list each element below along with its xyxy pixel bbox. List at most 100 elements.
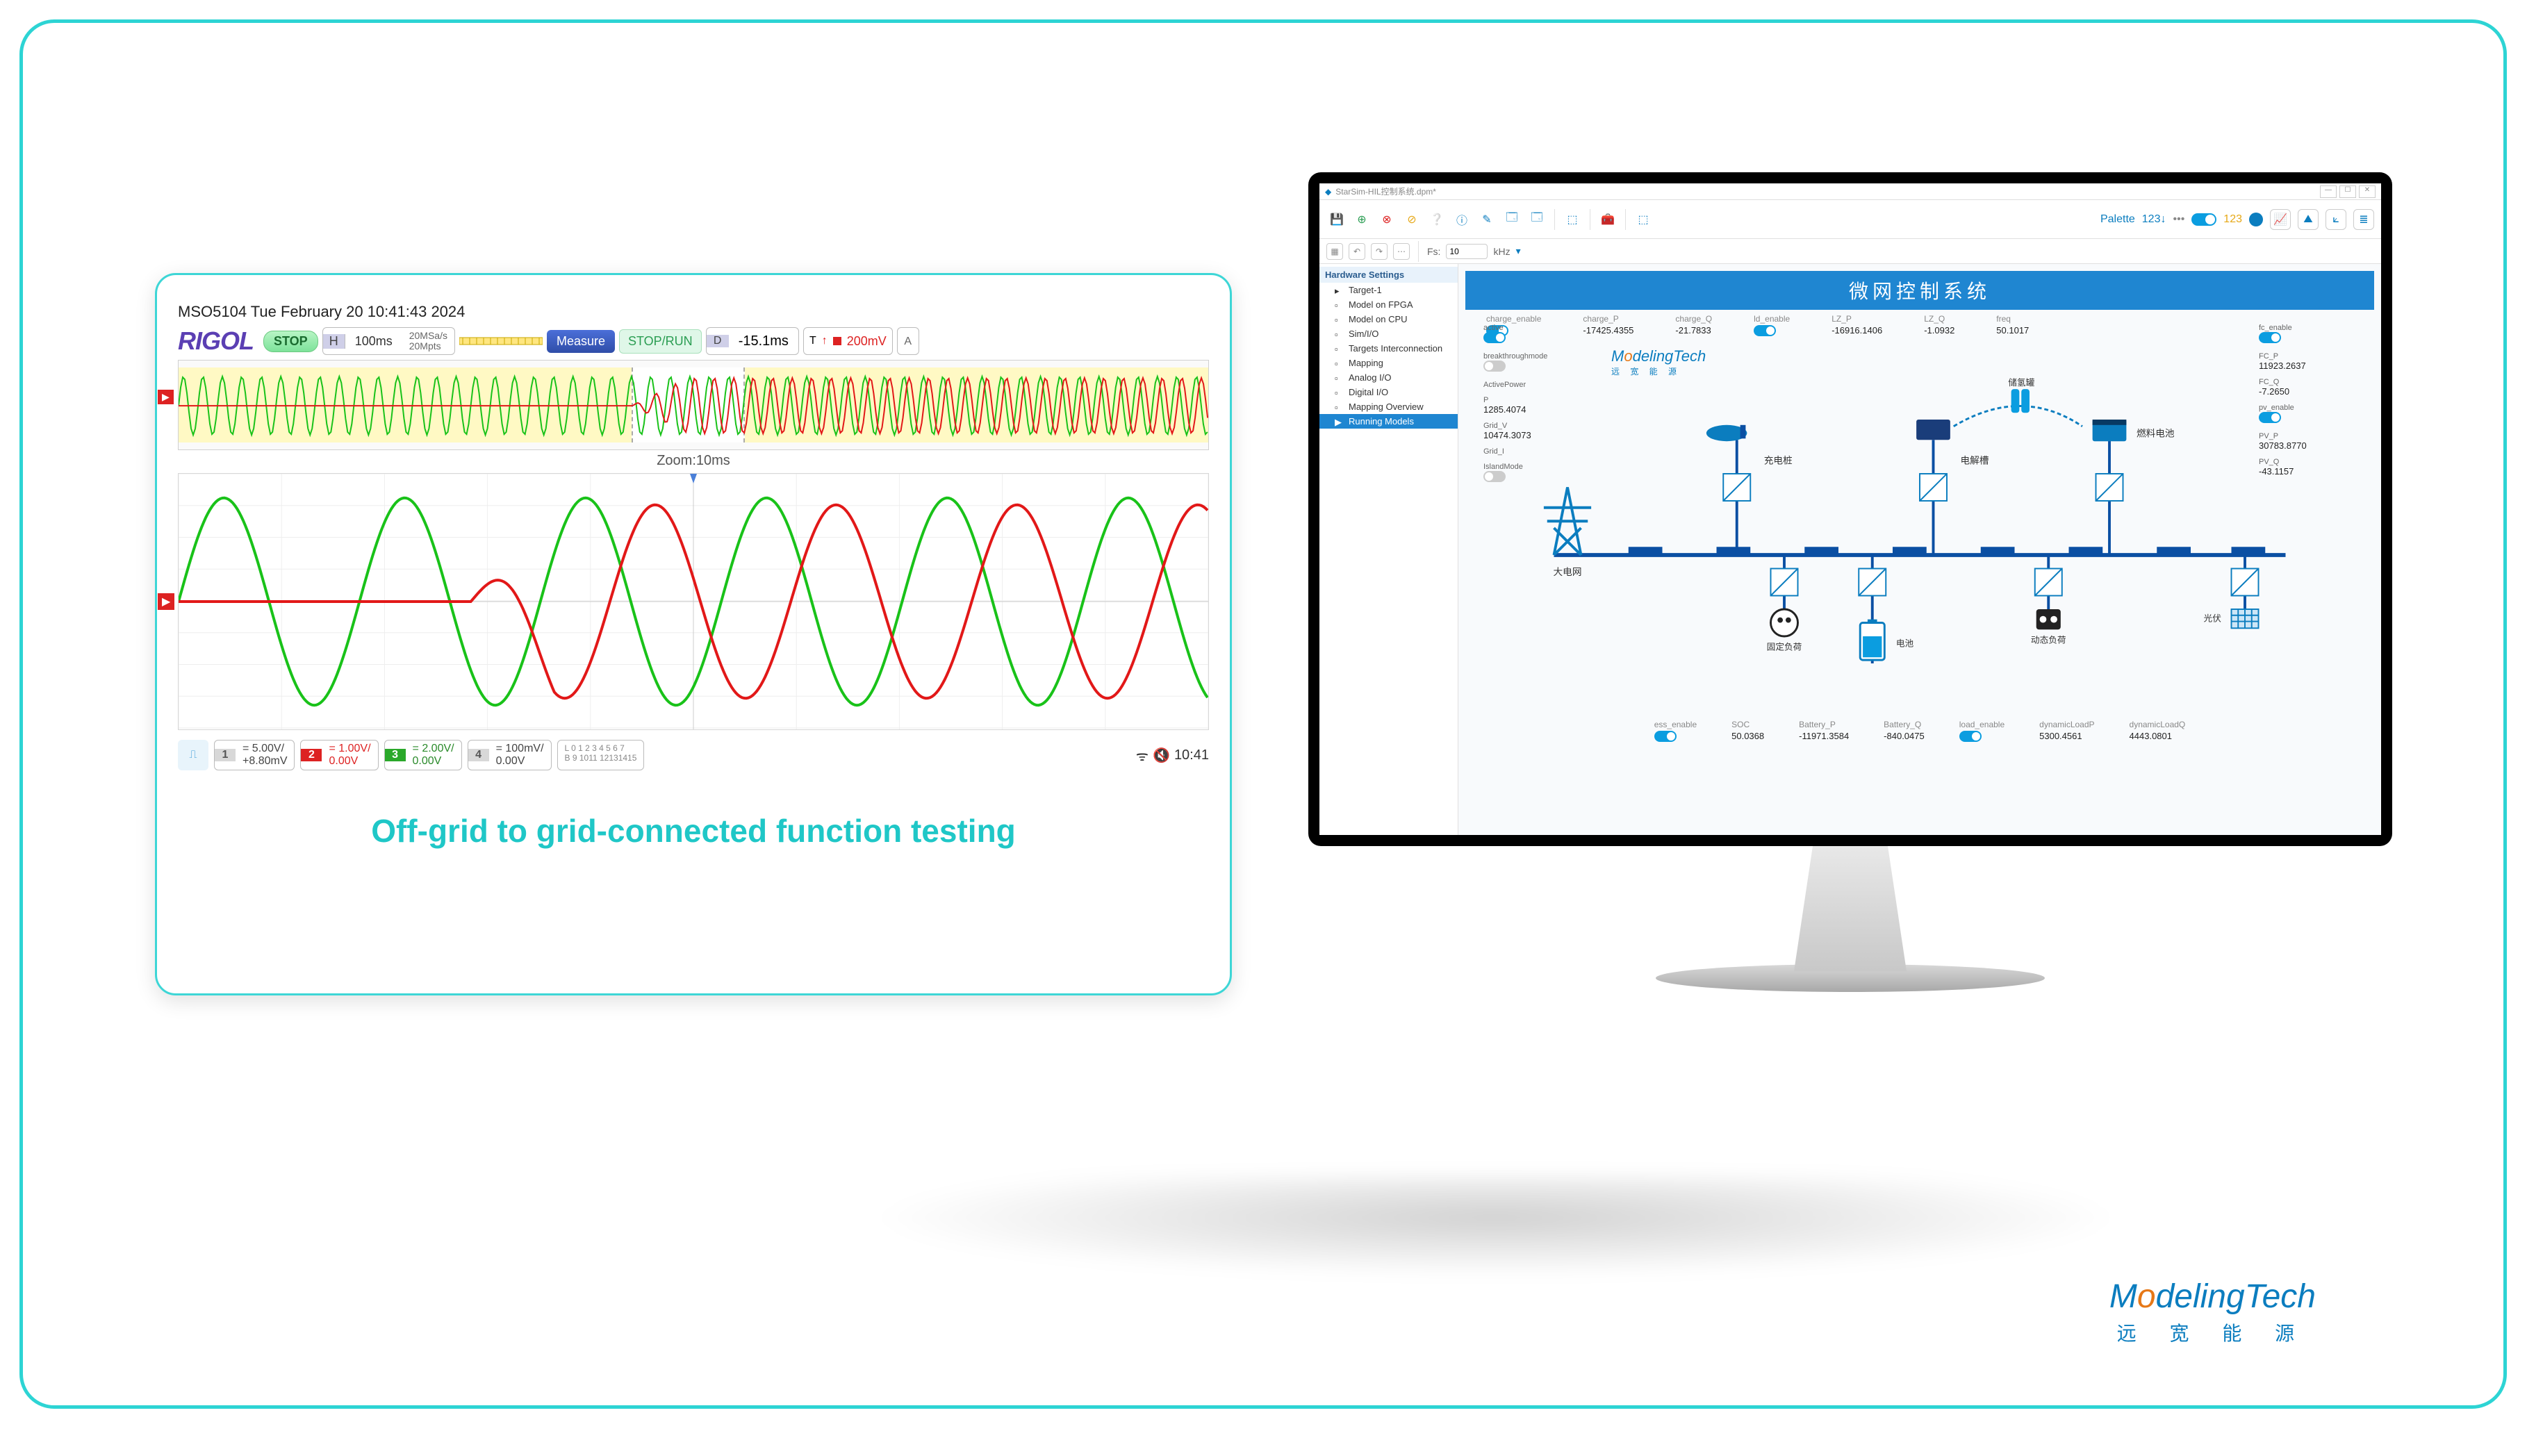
toggle-active[interactable]	[1483, 332, 1506, 343]
app-body: Hardware Settings ▸Target-1▫Model on FPG…	[1319, 264, 2381, 835]
ch3-box[interactable]: 3= 2.00V/0.00V	[384, 740, 462, 770]
top-param-4: LZ_P-16916.1406	[1832, 314, 1882, 336]
measure-button[interactable]: Measure	[547, 330, 615, 353]
sidebar-item-7[interactable]: ▫Digital I/O	[1319, 385, 1458, 399]
chart-bar-icon[interactable]: ≣	[2353, 209, 2374, 230]
palette-count1: 123↓	[2142, 213, 2166, 226]
sidebar-item-1[interactable]: ▫Model on FPGA	[1319, 297, 1458, 312]
top-param-6: freq50.1017	[1996, 314, 2029, 336]
trigger-level: 200mV	[847, 334, 887, 349]
close-button[interactable]: ✕	[2359, 185, 2376, 198]
misc-icon[interactable]: ⋯	[1393, 243, 1410, 260]
toggle-ld_enable[interactable]	[1754, 325, 1776, 336]
fs-unit: kHz	[1493, 246, 1510, 257]
main-waveform-area[interactable]: ▶	[178, 473, 1209, 730]
canvas-area[interactable]: 微网控制系统 charge_enablecharge_P-17425.4355c…	[1458, 264, 2381, 835]
d-value: -15.1ms	[729, 333, 798, 349]
window1-icon[interactable]: 🗔	[1501, 209, 1522, 230]
grid-icon[interactable]: ▦	[1326, 243, 1343, 260]
channel-row: ⎍ 1= 5.00V/+8.80mV 2= 1.00V/0.00V 3= 2.0…	[178, 740, 1209, 770]
zoom-label: Zoom:10ms	[178, 453, 1209, 469]
toolbox-icon[interactable]: 🧰	[1597, 209, 1618, 230]
edit-icon[interactable]: ✎	[1476, 209, 1497, 230]
sidebar-item-9[interactable]: ▶Running Models	[1319, 414, 1458, 429]
stoprun-button[interactable]: STOP/RUN	[619, 329, 702, 354]
color-dot-icon[interactable]	[2249, 213, 2263, 226]
sample-rate: 20MSa/s20Mpts	[402, 331, 454, 352]
sub-toolbar: ▦ ↶ ↷ ⋯ Fs: kHz ▾	[1319, 239, 2381, 264]
scope-caption: Off-grid to grid-connected function test…	[178, 812, 1209, 850]
delay-box[interactable]: D -15.1ms	[706, 327, 799, 355]
node-pv-label: 光伏	[2204, 614, 2222, 624]
ch2-marker-icon: ▶	[158, 593, 174, 610]
info-icon[interactable]: ⓘ	[1451, 209, 1472, 230]
warn-icon[interactable]: ⊘	[1401, 209, 1422, 230]
layout-icon[interactable]: ⬚	[1562, 209, 1583, 230]
undo-icon[interactable]: ↶	[1349, 243, 1365, 260]
clock: ᯤ🔇10:41	[1136, 746, 1209, 765]
redo-icon[interactable]: ↷	[1371, 243, 1388, 260]
sidebar-item-8[interactable]: ▫Mapping Overview	[1319, 399, 1458, 414]
fs-label: Fs:	[1427, 246, 1440, 257]
main-waveform-svg	[179, 474, 1208, 729]
bottom-param-0: ess_enable	[1654, 720, 1697, 742]
node-fixedload-label: 固定负荷	[1767, 643, 1802, 652]
bottom-param-4: load_enable	[1959, 720, 2005, 742]
main-toolbar: 💾 ⊕ ⊗ ⊘ ❔ ⓘ ✎ 🗔 🗔 ⬚ 🧰 ⬚ Palet	[1319, 200, 2381, 239]
help-icon[interactable]: ❔	[1426, 209, 1447, 230]
trigger-pos-icon	[690, 474, 697, 483]
min-button[interactable]: —	[2320, 185, 2337, 198]
save-icon[interactable]: 💾	[1326, 209, 1347, 230]
ch1-box[interactable]: 1= 5.00V/+8.80mV	[214, 740, 295, 770]
toggle-fc_enable[interactable]	[2259, 332, 2281, 343]
overview-waves	[179, 367, 1208, 444]
toolbar-sep	[1554, 209, 1555, 230]
logic-box[interactable]: L 0 1 2 3 4 5 6 7B 9 1011 12131415	[557, 740, 645, 770]
add-icon[interactable]: ⊕	[1351, 209, 1372, 230]
run-state-pill[interactable]: STOP	[263, 331, 318, 352]
panel-icon[interactable]: ⬚	[1633, 209, 1654, 230]
toggle-load_enable[interactable]	[1959, 731, 1982, 742]
ch2-tag-icon: ▶	[158, 390, 174, 404]
sidebar-item-3[interactable]: ▫Sim/I/O	[1319, 326, 1458, 341]
ch4-box[interactable]: 4= 100mV/0.00V	[468, 740, 552, 770]
top-params-row: charge_enablecharge_P-17425.4355charge_Q…	[1465, 310, 2374, 340]
bottom-params-row: ess_enableSOC50.0368Battery_P-11971.3584…	[1465, 715, 2374, 746]
sidebar-item-0[interactable]: ▸Target-1	[1319, 283, 1458, 297]
sidebar-item-6[interactable]: ▫Analog I/O	[1319, 370, 1458, 385]
app-icon: ◆	[1325, 187, 1331, 197]
palette-group: Palette 123↓ ••• 123 📈 ⛰ ⟀ ≣	[2100, 209, 2374, 230]
ch2-box[interactable]: 2= 1.00V/0.00V	[300, 740, 378, 770]
trigger-box[interactable]: T ↑ 200mV	[803, 327, 893, 355]
right-param-0: fc_enable	[2259, 324, 2356, 345]
trigger-slope-icon: ↑	[822, 335, 828, 347]
toggle-ess_enable[interactable]	[1654, 731, 1677, 742]
outer-frame: MSO5104 Tue February 20 10:41:43 2024 RI…	[19, 19, 2507, 1409]
max-button[interactable]: ☐	[2339, 185, 2356, 198]
toolbar-sep3	[1625, 209, 1626, 230]
window-title: StarSim-HIL控制系统.dpm*	[1335, 185, 1436, 197]
sidebar-item-4[interactable]: ▫Targets Interconnection	[1319, 341, 1458, 356]
palette-label: Palette	[2100, 213, 2135, 226]
rigol-logo: RIGOL	[178, 326, 254, 356]
remove-icon[interactable]: ⊗	[1376, 209, 1397, 230]
overview-strip[interactable]: ▶	[178, 360, 1209, 450]
sidebar-item-5[interactable]: ▫Mapping	[1319, 356, 1458, 370]
sub-sep	[1418, 241, 1419, 262]
window-titlebar[interactable]: ◆ StarSim-HIL控制系统.dpm* — ☐ ✕	[1319, 183, 2381, 200]
chart-xy-icon[interactable]: ⟀	[2326, 209, 2346, 230]
sidebar-item-2[interactable]: ▫Model on CPU	[1319, 312, 1458, 326]
chart-area-icon[interactable]: ⛰	[2298, 209, 2319, 230]
node-hydrogen-label: 储氢罐	[2008, 378, 2034, 388]
fs-input[interactable]	[1446, 244, 1488, 259]
palette-toggle1[interactable]	[2191, 213, 2216, 226]
coupling-icon[interactable]: ⎍	[178, 740, 208, 770]
window2-icon[interactable]: 🗔	[1526, 209, 1547, 230]
node-electrolyzer-label: 电解槽	[1961, 455, 1989, 465]
chart-line-icon[interactable]: 📈	[2270, 209, 2291, 230]
acquire-box[interactable]: A	[897, 327, 919, 355]
t-label: T	[809, 335, 816, 347]
top-param-3: ld_enable	[1754, 314, 1790, 336]
bottom-param-5: dynamicLoadP5300.4561	[2039, 720, 2094, 742]
horizontal-scale-box[interactable]: H 100ms 20MSa/s20Mpts	[322, 327, 455, 355]
